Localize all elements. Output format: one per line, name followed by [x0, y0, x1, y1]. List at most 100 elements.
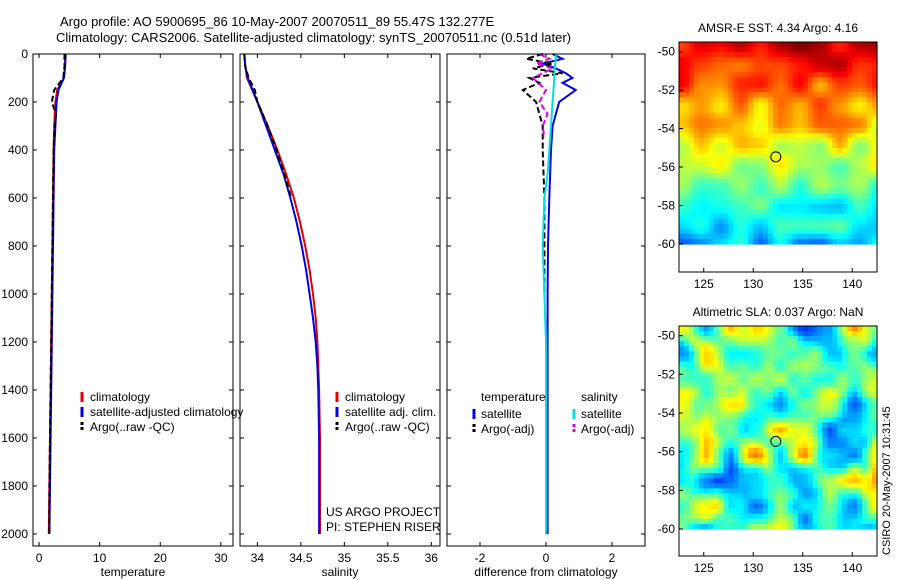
map-cell: [862, 386, 868, 393]
map-cell: [753, 427, 759, 434]
map-cell: [802, 223, 809, 230]
map-cell: [807, 57, 814, 63]
map-cell: [787, 132, 794, 139]
map-cell: [817, 107, 824, 114]
map-cell: [713, 366, 720, 373]
map-cell: [792, 346, 799, 352]
map-cell: [817, 376, 824, 383]
map-cell: [832, 417, 838, 424]
map-cell: [827, 366, 834, 373]
map-cell: [872, 356, 878, 363]
map-cell: [753, 173, 759, 179]
map-cell: [698, 376, 705, 383]
map-cell: [688, 376, 695, 383]
map-cell: [748, 356, 754, 363]
map-cell: [812, 336, 819, 342]
map-cell: [857, 447, 863, 454]
map-cell: [748, 208, 754, 215]
map-cell: [693, 442, 700, 449]
map-cell: [787, 163, 794, 169]
map-cell: [738, 371, 744, 378]
map-cell: [763, 326, 769, 332]
map-cell: [703, 422, 710, 429]
map-cell: [758, 158, 764, 164]
map-cell: [738, 341, 744, 347]
map-cell: [683, 122, 690, 129]
map-cell: [718, 518, 725, 525]
map-cell: [817, 143, 824, 149]
map-cell: [787, 457, 794, 464]
map-cell: [867, 336, 873, 342]
map-cell: [708, 178, 715, 184]
map-cell: [807, 381, 814, 388]
map-cell: [723, 503, 730, 510]
ytick-label: 800: [8, 239, 28, 253]
map-cell: [713, 452, 720, 459]
map-cell: [679, 336, 685, 342]
map-cell: [812, 381, 819, 388]
map-cell: [758, 137, 764, 144]
map-cell: [852, 331, 858, 337]
map-cell: [832, 427, 838, 434]
map-cell: [827, 183, 834, 190]
map-cell: [842, 143, 848, 149]
map-cell: [748, 163, 754, 169]
map-cell: [857, 356, 863, 363]
map-cell: [847, 503, 853, 510]
map-cell: [748, 107, 754, 114]
map-cell: [827, 52, 834, 58]
map-cell: [852, 218, 858, 225]
map-cell: [872, 102, 878, 109]
map-cell: [778, 422, 784, 429]
map-cell: [817, 153, 824, 159]
map-cell: [718, 57, 725, 63]
map-cell: [867, 376, 873, 383]
map-cell: [827, 87, 834, 94]
map-cell: [832, 52, 838, 58]
map-cell: [768, 132, 774, 139]
map-cell: [688, 432, 695, 439]
map-cell: [832, 97, 838, 104]
map-sla: Altimetric SLA: 0.037 Argo: NaN-50-52-54…: [658, 305, 878, 575]
map-cell: [778, 326, 784, 332]
map-cell: [728, 371, 735, 378]
map-cell: [738, 143, 744, 149]
map-cell: [832, 87, 838, 94]
map-cell: [683, 402, 690, 408]
map-cell: [738, 77, 744, 83]
map-cell: [748, 178, 754, 184]
map-cell: [862, 346, 868, 352]
map-cell: [812, 228, 819, 235]
map-cell: [768, 417, 774, 424]
map-cell: [817, 437, 824, 444]
map-xtick-label: 140: [842, 561, 862, 575]
map-cell: [827, 47, 834, 53]
map-cell: [802, 198, 809, 205]
map-cell: [797, 386, 804, 393]
map-cell: [748, 127, 754, 134]
map-cell: [782, 376, 789, 383]
map-cell: [782, 371, 789, 378]
map-cell: [683, 82, 690, 89]
map-cell: [758, 102, 764, 109]
map-cell: [733, 223, 739, 230]
map-cell: [802, 148, 809, 154]
map-cell: [852, 92, 858, 99]
map-cell: [763, 513, 769, 520]
map-cell: [683, 331, 690, 337]
map-cell: [713, 228, 720, 235]
map-cell: [723, 452, 730, 459]
map-cell: [718, 127, 725, 134]
map-cell: [837, 381, 843, 388]
map-cell: [763, 193, 769, 200]
map-cell: [817, 137, 824, 144]
map-cell: [787, 346, 794, 352]
map-cell: [787, 122, 794, 129]
map-cell: [792, 168, 799, 174]
map-cell: [802, 523, 809, 530]
map-cell: [847, 238, 853, 245]
map-cell: [758, 193, 764, 200]
ytick-label: 1600: [1, 431, 28, 445]
map-cell: [822, 223, 829, 230]
map-cell: [862, 213, 868, 220]
